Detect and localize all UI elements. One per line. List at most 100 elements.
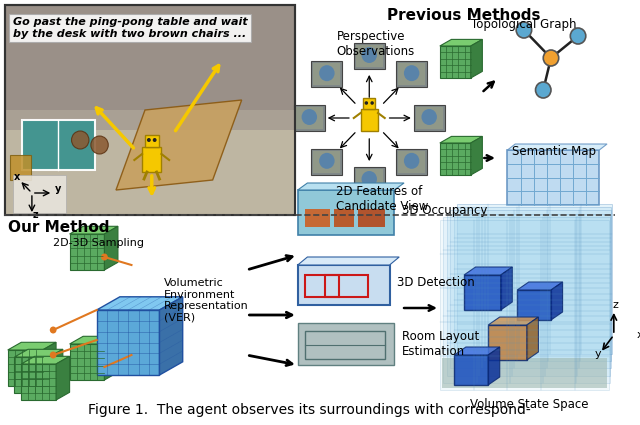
Polygon shape (5, 130, 295, 215)
Text: Previous Methods: Previous Methods (387, 8, 540, 23)
Bar (294, 105, 324, 131)
Text: y: y (55, 184, 61, 194)
Circle shape (319, 153, 335, 169)
Text: Go past the ping-pong table and wait
by the desk with two brown chairs ...: Go past the ping-pong table and wait by … (13, 17, 247, 39)
Bar (97, 310, 159, 375)
Bar (5, 5, 295, 215)
Text: Perspective
Observations: Perspective Observations (337, 30, 415, 58)
Polygon shape (440, 136, 483, 143)
Bar (15, 357, 49, 393)
Circle shape (301, 109, 317, 125)
Text: Volumetric
Environment
Representation
(VER): Volumetric Environment Representation (V… (164, 278, 249, 323)
Bar (5, 110, 295, 215)
Bar (22, 120, 95, 170)
Polygon shape (104, 336, 118, 380)
Circle shape (404, 153, 419, 169)
Bar (324, 275, 368, 297)
Polygon shape (508, 144, 607, 150)
Circle shape (101, 253, 108, 261)
Polygon shape (49, 349, 63, 393)
Bar (398, 63, 425, 85)
Polygon shape (517, 282, 563, 290)
Polygon shape (116, 100, 242, 190)
Text: z: z (613, 300, 619, 310)
Bar (398, 151, 425, 173)
Bar (396, 61, 427, 87)
Circle shape (365, 101, 368, 105)
Bar (444, 217, 609, 383)
Bar (464, 275, 500, 310)
Circle shape (101, 363, 108, 371)
Bar (360, 109, 378, 131)
Bar (305, 209, 330, 227)
Bar (356, 45, 383, 67)
Bar (488, 325, 527, 360)
Polygon shape (70, 336, 118, 344)
Bar (415, 107, 443, 129)
Text: z: z (33, 210, 38, 220)
Circle shape (570, 28, 586, 44)
Text: Room Layout
Estimation: Room Layout Estimation (402, 330, 479, 358)
Bar (454, 355, 488, 385)
Text: x: x (13, 172, 20, 182)
Bar (440, 46, 471, 78)
Bar (5, 5, 295, 215)
Bar (10, 155, 31, 180)
Circle shape (543, 50, 559, 66)
Bar (447, 214, 610, 376)
Polygon shape (21, 356, 70, 364)
Bar (364, 98, 375, 109)
Text: Semantic Map: Semantic Map (512, 145, 596, 158)
Bar (70, 234, 104, 270)
Bar (451, 210, 611, 368)
Polygon shape (104, 226, 118, 270)
Bar (440, 220, 609, 390)
Text: 2D Features of
Candidate View: 2D Features of Candidate View (337, 185, 429, 213)
Polygon shape (471, 40, 483, 78)
Circle shape (371, 101, 374, 105)
Bar (142, 147, 161, 172)
Bar (508, 150, 599, 205)
Text: y: y (595, 349, 602, 359)
Bar (356, 169, 383, 191)
Bar (312, 61, 342, 87)
Bar (70, 344, 104, 380)
Text: 2D-3D Sampling: 2D-3D Sampling (53, 238, 144, 248)
Text: Topological Graph: Topological Graph (471, 18, 577, 31)
Polygon shape (527, 317, 538, 360)
Bar (314, 63, 340, 85)
Polygon shape (454, 347, 500, 355)
Bar (457, 204, 612, 354)
Bar (314, 151, 340, 173)
Circle shape (362, 171, 377, 187)
Bar (8, 350, 42, 386)
Bar (440, 143, 471, 175)
Bar (335, 209, 354, 227)
Polygon shape (159, 297, 182, 375)
Circle shape (72, 131, 89, 149)
Bar (358, 209, 385, 227)
Polygon shape (471, 136, 483, 175)
Circle shape (153, 138, 157, 142)
Bar (298, 323, 394, 365)
Polygon shape (15, 349, 63, 357)
Polygon shape (70, 226, 118, 234)
Polygon shape (500, 267, 512, 310)
Text: Figure 1.  The agent observes its surroundings with correspond-: Figure 1. The agent observes its surroun… (88, 403, 531, 417)
Polygon shape (97, 297, 182, 310)
Polygon shape (42, 342, 56, 386)
Bar (517, 290, 551, 320)
Polygon shape (488, 317, 538, 325)
Bar (296, 107, 323, 129)
Polygon shape (551, 282, 563, 320)
Text: x: x (637, 330, 640, 340)
Circle shape (536, 82, 551, 98)
Bar (413, 105, 445, 131)
Circle shape (50, 351, 56, 359)
Circle shape (91, 136, 108, 154)
Bar (145, 135, 159, 147)
Bar (21, 364, 56, 400)
Bar (312, 149, 342, 175)
Text: 3D Detection: 3D Detection (397, 277, 475, 289)
Circle shape (516, 22, 532, 38)
